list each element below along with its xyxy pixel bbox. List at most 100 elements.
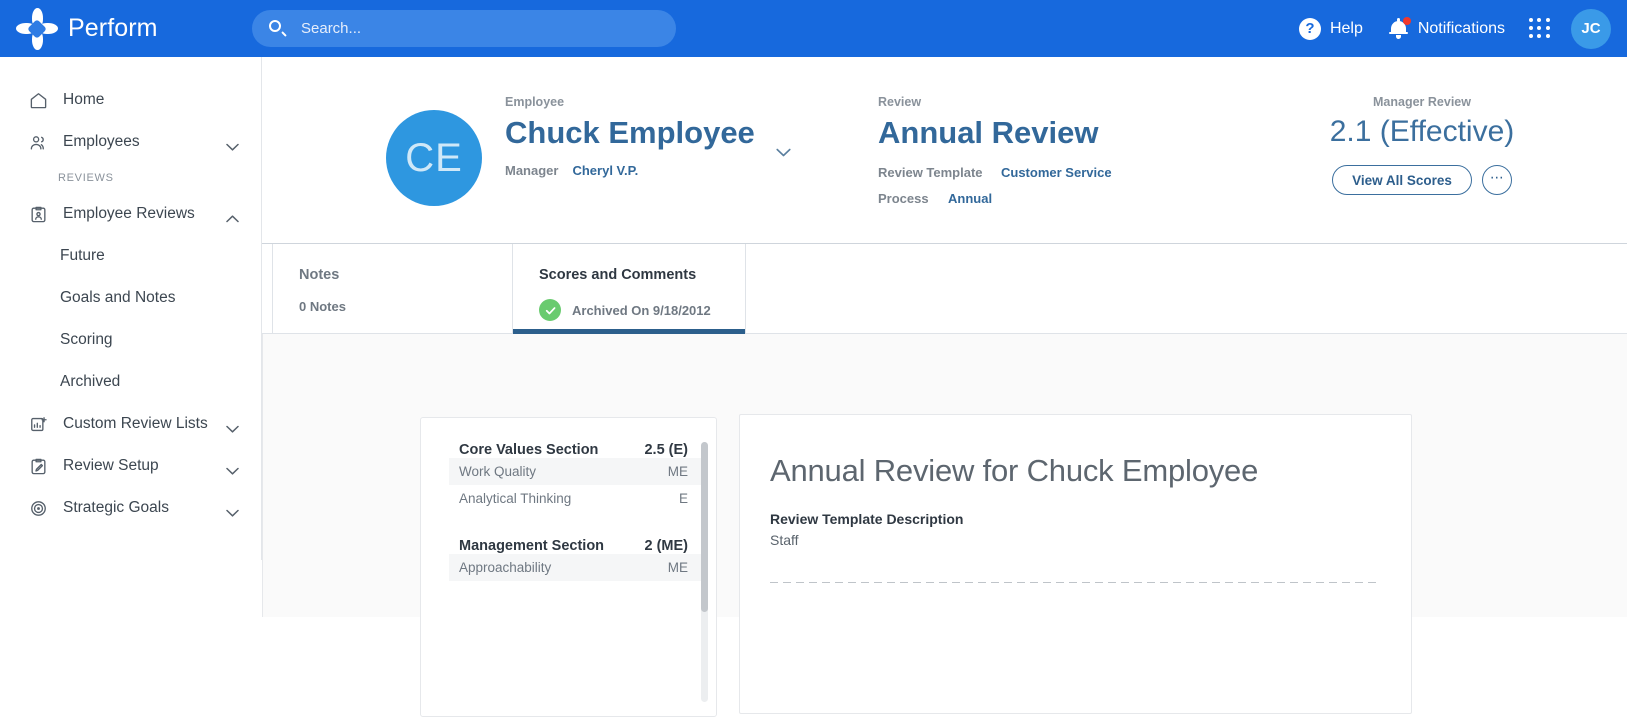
home-icon: [29, 91, 48, 110]
more-options-button[interactable]: ⋯: [1481, 165, 1512, 195]
score-item-label: Analytical Thinking: [459, 491, 572, 506]
review-process-link[interactable]: Annual: [948, 191, 993, 206]
sidebar-item-label: Employees: [63, 133, 140, 150]
sidebar: Home Employees REVIEWS Employee Reviews …: [0, 57, 262, 560]
clipboard-pencil-icon: [29, 457, 48, 476]
sidebar-item-employees[interactable]: Employees: [0, 121, 261, 163]
score-section-score: 2.5 (E): [644, 442, 688, 458]
score-section-header: Management Section 2 (ME): [459, 538, 702, 554]
section-gap: [459, 512, 702, 538]
score-item-row[interactable]: Analytical Thinking E: [449, 485, 702, 512]
tab-scores-title: Scores and Comments: [539, 267, 697, 283]
review-template-row: Review Template Customer Service: [878, 165, 1112, 180]
score-item-row[interactable]: Approachability ME: [449, 554, 702, 581]
id-badge-icon: [29, 205, 48, 224]
sidebar-item-archived[interactable]: Archived: [0, 361, 261, 403]
content-area: Core Values Section 2.5 (E) Work Quality…: [262, 334, 1627, 717]
manager-label: Manager: [505, 163, 559, 178]
scores-panel-scrollbar[interactable]: [701, 442, 708, 702]
sidebar-item-strategic-goals[interactable]: Strategic Goals: [0, 487, 261, 529]
document-title: Annual Review for Chuck Employee: [770, 453, 1259, 488]
score-section-title: Core Values Section: [459, 442, 599, 458]
score-section-title: Management Section: [459, 538, 605, 554]
tab-strip: Notes 0 Notes Scores and Comments Archiv…: [262, 244, 1627, 346]
brand-title: Perform: [68, 14, 158, 42]
bell-icon: [1388, 16, 1411, 40]
score-item-row[interactable]: Work Quality ME: [449, 458, 702, 485]
sidebar-item-label: Home: [63, 91, 105, 108]
tab-scores-and-comments[interactable]: Scores and Comments Archived On 9/18/201…: [512, 244, 745, 346]
tab-notes-title: Notes: [299, 267, 340, 283]
chart-add-icon: [29, 415, 48, 434]
template-description-label: Review Template Description: [770, 511, 964, 527]
review-column: Review Annual Review Review Template Cus…: [878, 95, 1112, 206]
help-label: Help: [1329, 19, 1363, 37]
tab-notes-subtitle: 0 Notes: [299, 299, 346, 314]
chevron-down-icon[interactable]: [226, 504, 239, 517]
chevron-up-icon[interactable]: [226, 210, 239, 223]
sidebar-item-label: Review Setup: [63, 457, 159, 474]
user-avatar[interactable]: JC: [1571, 8, 1611, 49]
view-all-scores-button[interactable]: View All Scores: [1332, 165, 1472, 195]
manager-review-score: 2.1 (Effective): [1329, 115, 1515, 148]
review-template-link[interactable]: Customer Service: [1001, 165, 1112, 180]
brand-area[interactable]: Perform: [0, 7, 262, 50]
sidebar-item-scoring[interactable]: Scoring: [0, 319, 261, 361]
perform-pinwheel-logo: [16, 7, 58, 50]
score-actions: View All Scores ⋯: [1272, 165, 1572, 195]
scrollbar-thumb[interactable]: [701, 442, 708, 612]
sidebar-item-custom-review-lists[interactable]: Custom Review Lists: [0, 403, 261, 445]
manager-review-column: Manager Review 2.1 (Effective) View All …: [1272, 95, 1572, 195]
sidebar-subitem-label: Goals and Notes: [60, 289, 176, 306]
search-area[interactable]: Search...: [252, 10, 676, 47]
sidebar-item-label: Employee Reviews: [63, 205, 195, 222]
scores-summary-panel: Core Values Section 2.5 (E) Work Quality…: [420, 417, 717, 717]
active-tab-indicator: [513, 329, 745, 334]
sidebar-item-goals-and-notes[interactable]: Goals and Notes: [0, 277, 261, 319]
topbar-right-actions: ? Help Notifications JC: [1298, 8, 1627, 49]
search-placeholder: Search...: [301, 20, 362, 37]
manager-review-label: Manager Review: [1373, 95, 1471, 109]
search-icon: [269, 20, 287, 37]
sidebar-item-review-setup[interactable]: Review Setup: [0, 445, 261, 487]
tab-strip-filler: [745, 244, 1627, 333]
document-divider: [770, 582, 1381, 583]
content-left-divider: [262, 334, 263, 617]
search-input[interactable]: Search...: [252, 10, 676, 47]
manager-row: Manager Cheryl V.P.: [505, 163, 791, 178]
score-section-score: 2 (ME): [644, 538, 689, 554]
grid-apps-icon[interactable]: [1529, 17, 1551, 40]
manager-name-link[interactable]: Cheryl V.P.: [572, 163, 639, 178]
review-template-label: Review Template: [878, 165, 983, 180]
notifications-button[interactable]: Notifications: [1388, 16, 1505, 40]
employee-name-selector[interactable]: Chuck Employee: [505, 115, 791, 156]
score-item-rating: ME: [667, 464, 688, 479]
chevron-down-icon[interactable]: [226, 462, 239, 475]
chevron-down-icon[interactable]: [226, 138, 239, 151]
tab-notes[interactable]: Notes 0 Notes: [272, 244, 512, 334]
sidebar-item-label: Strategic Goals: [63, 499, 169, 516]
sidebar-section-label: REVIEWS: [58, 172, 114, 184]
sidebar-item-future[interactable]: Future: [0, 235, 261, 277]
help-button[interactable]: ? Help: [1298, 17, 1363, 40]
employee-avatar: CE: [386, 110, 482, 206]
sidebar-item-home[interactable]: Home: [0, 79, 261, 121]
sidebar-subitem-label: Archived: [60, 373, 121, 390]
review-process-label: Process: [878, 191, 929, 206]
main-area: CE Employee Chuck Employee Manager Chery…: [262, 57, 1627, 717]
top-navigation-bar: Perform Search... ? Help Notifications J…: [0, 0, 1627, 57]
notification-badge-dot: [1402, 16, 1411, 25]
sidebar-item-employee-reviews[interactable]: Employee Reviews: [0, 193, 261, 235]
notifications-label: Notifications: [1417, 19, 1505, 37]
review-header-card: CE Employee Chuck Employee Manager Chery…: [262, 57, 1627, 244]
chevron-down-icon[interactable]: [226, 420, 239, 433]
chevron-down-icon[interactable]: [776, 129, 791, 156]
score-item-label: Approachability: [459, 560, 552, 575]
sidebar-subitem-label: Future: [60, 247, 105, 264]
template-description-value: Staff: [770, 532, 799, 548]
sidebar-subitem-label: Scoring: [60, 331, 113, 348]
check-circle-icon: [539, 299, 561, 321]
employee-field-label: Employee: [505, 95, 565, 109]
tab-scores-status: Archived On 9/18/2012: [539, 299, 745, 321]
archived-date-text: Archived On 9/18/2012: [572, 302, 711, 318]
